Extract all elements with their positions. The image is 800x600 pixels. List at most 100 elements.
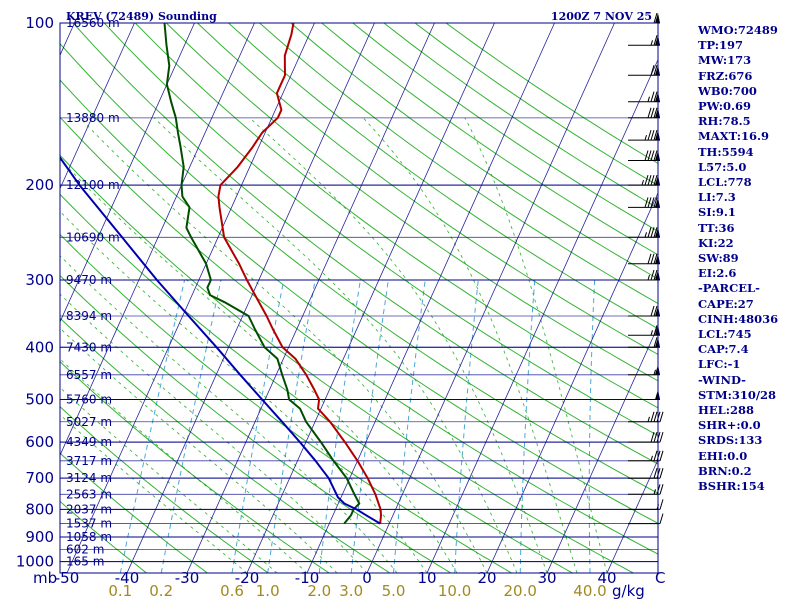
sounding-index-item: STM:310/28	[698, 387, 777, 402]
sounding-index-item: SHR+:0.0	[698, 418, 761, 433]
height-label: 4349 m	[66, 435, 112, 449]
dry-adiabat	[134, 23, 658, 409]
isotherm	[60, 23, 255, 457]
wind-barb-half	[647, 96, 650, 102]
dry-adiabat	[60, 405, 269, 573]
height-label: 2563 m	[66, 487, 112, 501]
wind-barb-full	[653, 197, 658, 208]
dry-adiabat	[321, 23, 658, 256]
wind-barb	[628, 129, 660, 141]
mixing-ratio-tick-label: 2.0	[307, 582, 331, 600]
height-label: 3717 m	[66, 454, 112, 468]
dry-adiabat	[165, 23, 658, 382]
pressure-tick-label: 600	[25, 433, 54, 451]
wind-barb-half	[653, 489, 656, 495]
wind-barb-full	[659, 513, 664, 524]
chart-title-left: KREV (72489) Sounding	[66, 10, 217, 23]
sounding-indices-panel: WMO:72489 TP:197 MW:173 FRZ:676 WB0:700 PW:0.…	[698, 23, 778, 494]
sounding-index-item: RH:78.5	[698, 114, 751, 129]
temperature-unit-label: C	[655, 569, 665, 587]
wind-barb-full	[653, 411, 658, 422]
wind-barb-full	[653, 129, 658, 141]
sounding-index-item: SI:9.1	[698, 205, 736, 220]
sounding-index-item: LFC:-1	[698, 357, 741, 372]
wind-barb-half	[647, 416, 650, 422]
mixing-ratio-tick-label: 3.0	[339, 582, 363, 600]
wind-barb-full	[659, 411, 664, 422]
wind-barb	[628, 431, 664, 443]
isotherms	[60, 23, 658, 573]
wind-barb-full	[647, 197, 652, 208]
height-label: 2037 m	[66, 502, 112, 516]
wind-barb-full	[653, 337, 658, 348]
height-label: 10690 m	[66, 230, 120, 244]
isotherm	[426, 58, 658, 573]
wind-barb-full	[659, 468, 664, 479]
dry-adiabat	[60, 274, 452, 573]
wind-barbs	[628, 12, 664, 525]
mixing-ratio-line	[160, 279, 222, 573]
wind-barb-full	[653, 253, 658, 264]
dry-adiabat	[60, 360, 330, 573]
height-label: 1537 m	[66, 517, 112, 531]
wind-barb-full	[650, 411, 655, 422]
wind-barb-full	[644, 150, 649, 161]
mixing-ratio-unit-label: g/kg	[612, 582, 645, 600]
isotherm	[486, 192, 658, 573]
height-label: 9470 m	[66, 273, 112, 287]
wind-barb-full	[653, 35, 658, 46]
wind-barb-full	[650, 269, 655, 281]
dry-adiabat	[60, 193, 573, 573]
wind-barb-half	[647, 274, 650, 281]
pressure-tick-label: 500	[25, 391, 54, 409]
height-label: 5027 m	[66, 415, 112, 429]
wind-barb-full	[650, 253, 655, 264]
wind-barb-full	[653, 65, 658, 76]
height-label: 602 m	[66, 543, 104, 557]
pressure-tick-label: 800	[25, 500, 54, 518]
sounding-index-item: KI:22	[698, 235, 734, 250]
temperature-tick-label: 0	[362, 569, 372, 587]
isotherm	[66, 23, 315, 573]
dry-adiabat	[103, 23, 658, 437]
wind-barb-full	[653, 431, 658, 443]
pressure-tick-label: 200	[25, 176, 54, 194]
wind-barb-full	[647, 227, 652, 238]
mixing-ratio-tick-label: 0.1	[108, 582, 132, 600]
pressure-tick-label: 1000	[16, 553, 54, 571]
mixing-ratio-tick-label: 0.6	[220, 582, 244, 600]
wind-barb-half	[650, 330, 653, 336]
height-label: 165 m	[66, 555, 104, 569]
chart-title-right: 1200Z 7 NOV 25	[551, 10, 652, 23]
sounding-index-item: MW:173	[698, 53, 752, 68]
wind-barb	[628, 197, 660, 208]
sounding-index-item: WB0:700	[698, 83, 757, 98]
sounding-index-item: LCL:745	[698, 327, 752, 342]
wind-barb-full	[650, 197, 655, 208]
dry-adiabat	[60, 500, 147, 573]
wind-barb-full	[659, 450, 664, 461]
sounding-index-item: SRDS:133	[698, 433, 763, 448]
plot-frame	[59, 22, 659, 574]
wind-barb-full	[650, 305, 655, 317]
temperature-tick-label: 30	[537, 569, 556, 587]
dry-adiabat	[197, 23, 658, 355]
wind-barb-half	[641, 179, 644, 186]
wind-barb-full	[653, 91, 658, 102]
mixing-ratio-line	[588, 279, 596, 573]
sounding-index-item: TP:197	[698, 38, 744, 53]
temperature-tick-label: -30	[175, 569, 200, 587]
pressure-tick-label: 100	[25, 14, 54, 32]
temperature-profile	[217, 23, 382, 524]
isotherm	[546, 325, 658, 573]
isotherm	[60, 23, 195, 323]
height-label: 6557 m	[66, 368, 112, 382]
sounding-series	[60, 23, 382, 525]
sounding-index-item: EHI:0.0	[698, 448, 748, 463]
sounding-index-item: HEL:288	[698, 403, 754, 418]
wind-barb	[628, 174, 660, 186]
isotherm	[366, 23, 615, 573]
